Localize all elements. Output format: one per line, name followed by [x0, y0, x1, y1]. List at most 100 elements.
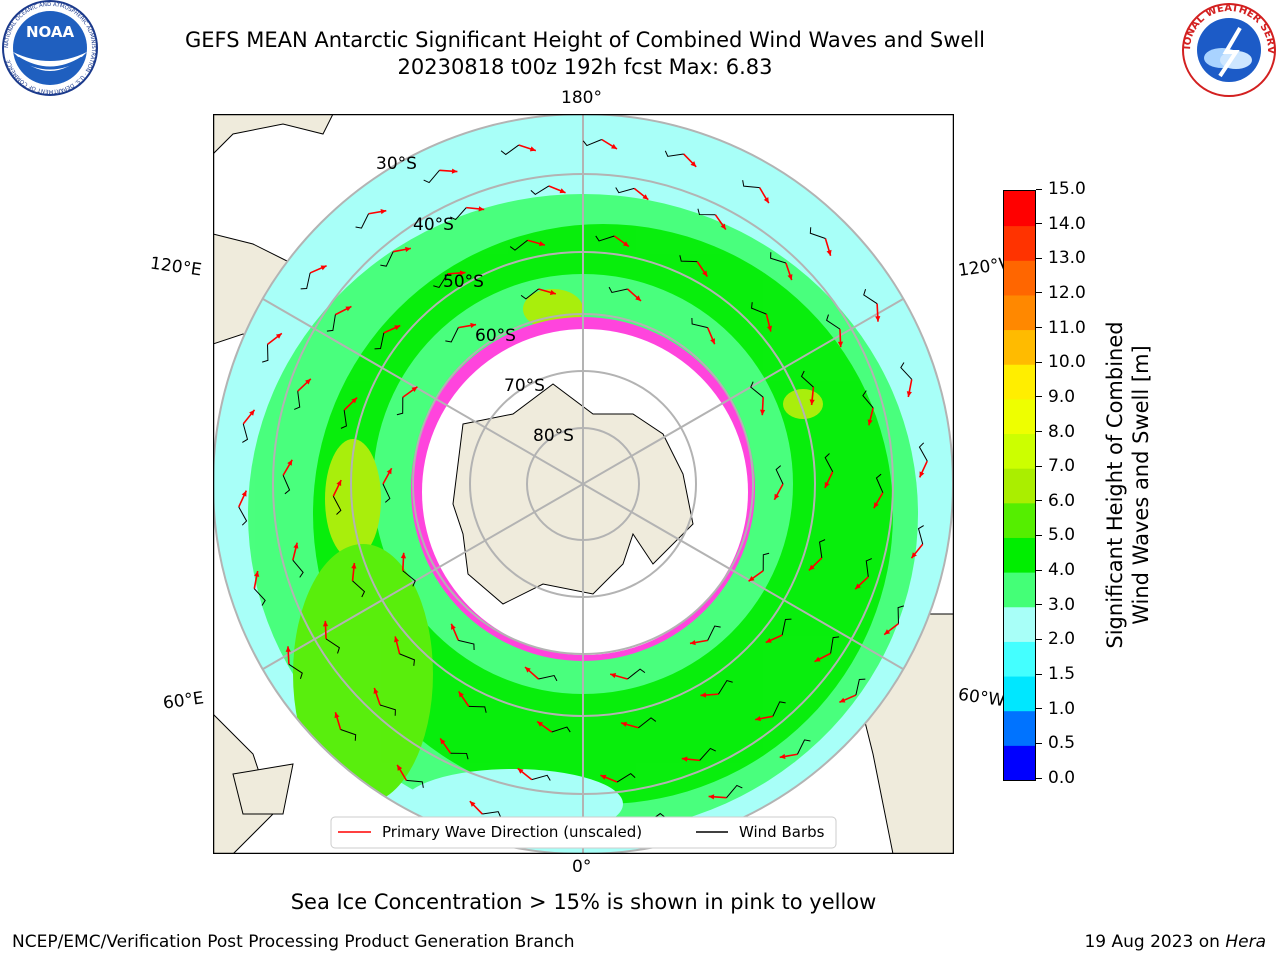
map-legend: Primary Wave Direction (unscaled) Wind B…	[330, 816, 837, 849]
wave-arrow-head	[610, 673, 617, 679]
wind-barb	[638, 717, 657, 729]
colorbar-band	[1004, 191, 1035, 227]
wind-barb	[819, 539, 826, 558]
wave-arrow-head	[839, 697, 846, 703]
colorbar-tick-label: 7.0	[1036, 456, 1075, 476]
lon-label-60e: 60°E	[161, 688, 206, 714]
wind-barb	[445, 327, 459, 343]
wind-barb	[242, 423, 249, 443]
wave-arrow-head	[440, 738, 446, 745]
wave-arrow-head	[906, 391, 912, 397]
wind-barb	[897, 605, 904, 624]
lat-label-30s: 30°S	[376, 154, 417, 174]
wave-arrow-head	[351, 563, 357, 569]
wind-barb	[468, 705, 487, 713]
wind-barb	[726, 784, 743, 799]
wave-arrow-head	[549, 289, 556, 295]
wave-arrow-head	[814, 656, 821, 662]
wind-barb	[238, 506, 248, 526]
wave-arrow-head	[808, 564, 815, 571]
legend-barb-label: Wind Barbs	[739, 823, 825, 841]
field-5m-c	[783, 389, 823, 419]
wave-arrow-head	[386, 468, 392, 475]
wave-arrow-head	[779, 753, 786, 759]
wave-arrow-head	[393, 636, 400, 643]
wave-arrow-head	[394, 325, 401, 331]
wind-barb	[917, 525, 924, 545]
colorbar-tick-label: 10.0	[1036, 352, 1086, 372]
chart-title: GEFS MEAN Antarctic Significant Height o…	[184, 28, 986, 52]
wave-arrow-head	[867, 419, 873, 426]
wind-barb	[615, 187, 635, 194]
wave-arrow-head	[293, 542, 299, 549]
colorbar-tick-label: 6.0	[1036, 491, 1075, 511]
wave-arrow-head	[470, 322, 477, 329]
wave-arrow-head	[809, 399, 815, 405]
wind-barb	[509, 239, 528, 251]
antarctica-land	[452, 383, 694, 605]
wind-barb	[809, 227, 826, 240]
wave-arrow-head	[690, 161, 697, 167]
wave-arrow-head	[621, 721, 628, 727]
wind-barb	[875, 473, 884, 493]
wave-arrow-head	[611, 143, 617, 149]
wind-barb	[699, 747, 716, 761]
wind-barb	[775, 465, 784, 485]
wind-barb	[595, 235, 615, 242]
wave-arrow-head	[529, 146, 536, 152]
wave-arrow-head	[765, 637, 772, 643]
colorbar-band	[1004, 502, 1035, 538]
sea-ice-note: Sea Ice Concentration > 15% is shown in …	[290, 890, 877, 914]
wave-arrow-head	[689, 639, 696, 646]
wave-arrow-head	[320, 265, 327, 271]
colorbar-tick-label: 3.0	[1036, 595, 1075, 615]
colorbar-band	[1004, 572, 1035, 608]
colorbar-band	[1004, 260, 1035, 296]
wave-arrow-head	[373, 687, 379, 694]
wave-arrow-head	[411, 386, 418, 393]
wave-arrow-head	[469, 801, 476, 807]
wave-arrow-head	[254, 571, 260, 577]
lat-label-40s: 40°S	[413, 215, 454, 235]
wave-arrow-head	[459, 270, 466, 276]
wave-arrow-head	[826, 249, 832, 256]
wind-barb	[608, 286, 628, 294]
wave-arrow-head	[837, 341, 844, 348]
wave-arrow-head	[287, 459, 293, 466]
wave-arrow-head	[305, 378, 311, 385]
wave-arrow-head	[824, 481, 830, 488]
colorbar-tick-label: 2.0	[1036, 629, 1075, 649]
lon-label-180: 180°	[561, 88, 602, 108]
wave-arrow-head	[458, 691, 464, 698]
wave-arrow-head	[249, 409, 255, 416]
colorbar-tick-label: 12.0	[1036, 283, 1086, 303]
wind-barb	[458, 639, 475, 651]
wind-barb	[781, 618, 792, 636]
wave-arrow-head	[700, 692, 707, 698]
wave-arrow-head	[537, 721, 544, 727]
wave-direction-vectors	[238, 138, 928, 830]
wave-arrow-head	[766, 325, 773, 332]
credit-left: NCEP/EMC/Verification Post Processing Pr…	[12, 932, 575, 952]
colorbar-band	[1004, 710, 1035, 746]
wave-arrow-head	[702, 270, 708, 277]
wind-barb	[482, 811, 502, 818]
australia-land	[213, 114, 334, 155]
wave-arrow-head	[336, 480, 342, 487]
wind-barb	[824, 453, 834, 472]
wind-barb	[718, 679, 733, 695]
wind-barb	[332, 496, 342, 515]
colorbar-tick-label: 14.0	[1036, 214, 1086, 234]
wind-barb	[826, 314, 841, 330]
lon-label-120e: 120°E	[148, 253, 203, 281]
wave-arrow-head	[635, 295, 641, 301]
wind-barb	[355, 213, 369, 229]
wind-barb	[551, 726, 571, 733]
colorbar-band	[1004, 641, 1035, 677]
colorbar-band	[1004, 364, 1035, 400]
legend-wave-label: Primary Wave Direction (unscaled)	[382, 823, 642, 841]
wind-barb	[326, 314, 336, 332]
wind-barb	[433, 273, 448, 289]
svg-text:NOAA: NOAA	[26, 23, 75, 41]
colorbar-tick-label: 11.0	[1036, 318, 1086, 338]
